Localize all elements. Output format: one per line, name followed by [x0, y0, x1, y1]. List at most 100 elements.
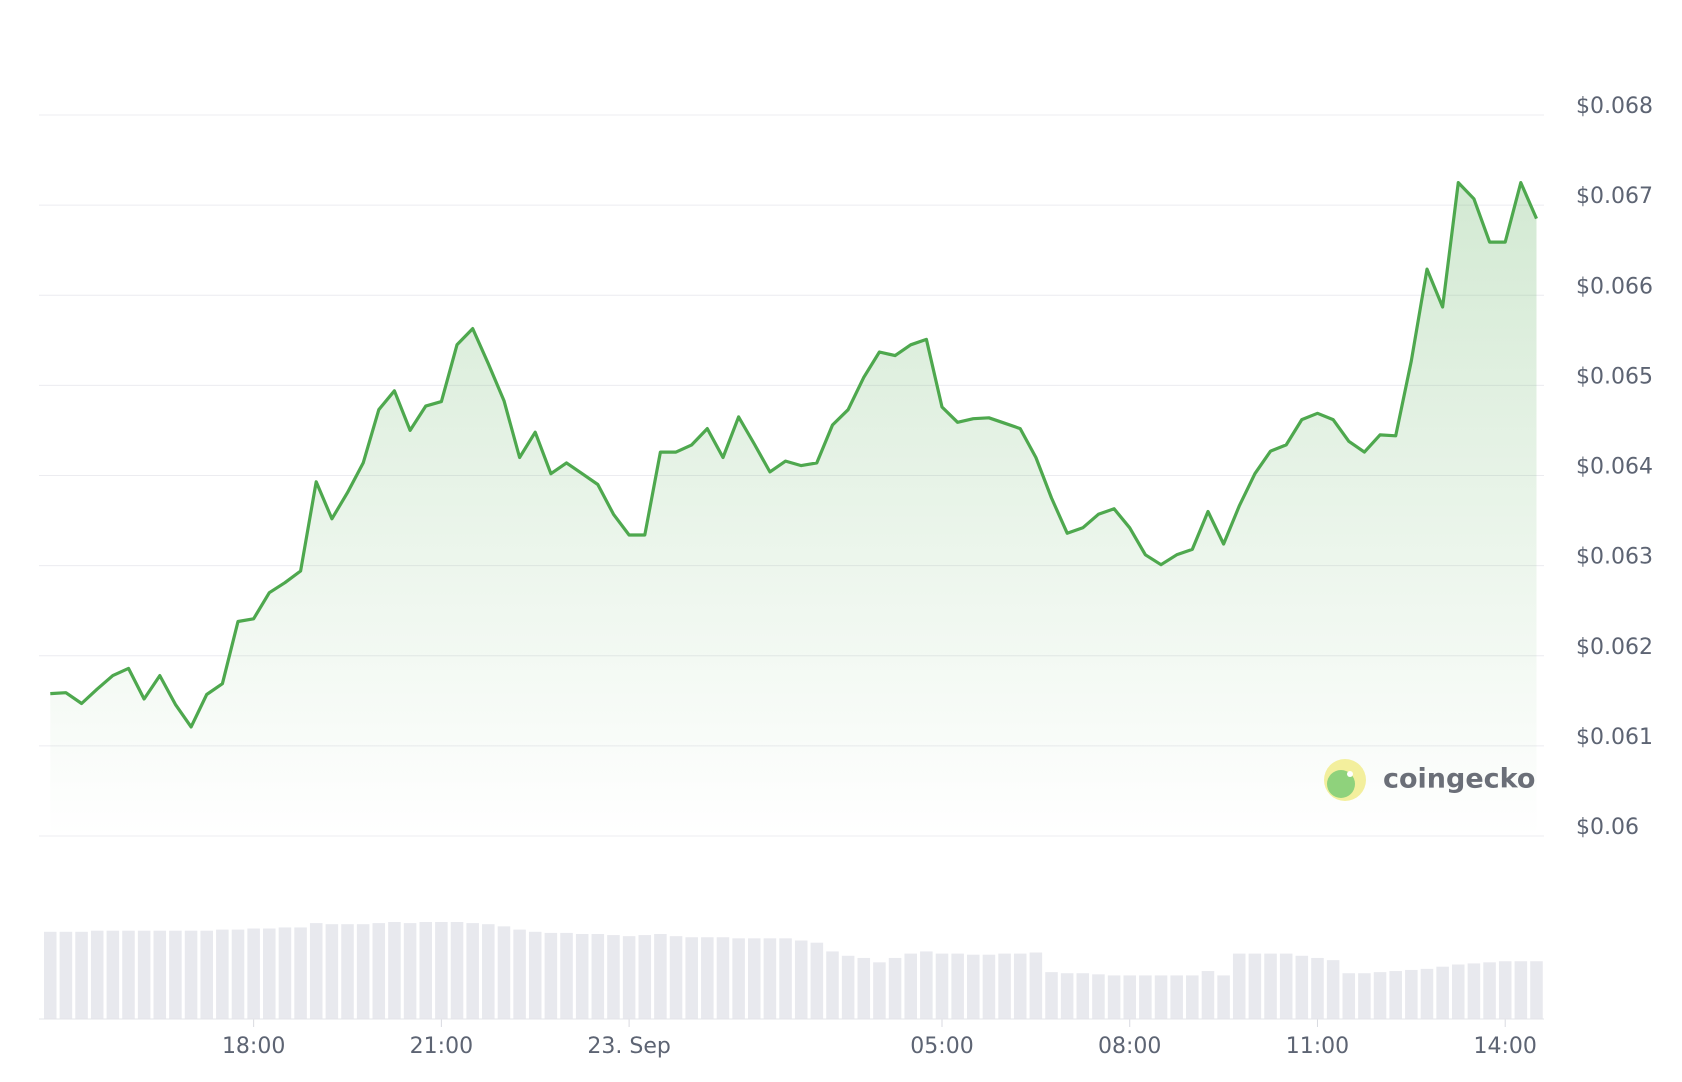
volume-bar [43, 931, 57, 1019]
volume-bar [607, 935, 620, 1019]
volume-bar [591, 933, 605, 1019]
volume-bar [622, 936, 636, 1019]
volume-bar [654, 933, 667, 1019]
y-tick-label: $0.063 [1576, 545, 1653, 570]
volume-bar [794, 940, 808, 1019]
volume-bar [575, 933, 589, 1019]
volume-bar [1107, 975, 1121, 1019]
volume-bar [544, 932, 558, 1019]
volume-bar [747, 938, 761, 1019]
volume-bar [1530, 961, 1543, 1019]
y-tick-label: $0.06 [1576, 815, 1639, 840]
volume-bar [967, 954, 980, 1019]
volume-bar [888, 957, 902, 1019]
volume-bar [857, 957, 871, 1019]
volume-bar [1326, 960, 1340, 1019]
volume-bar [1483, 962, 1496, 1019]
volume-bar [826, 951, 839, 1019]
volume-bar [716, 937, 730, 1019]
volume-bar [982, 954, 996, 1019]
volume-bar [497, 926, 511, 1019]
volume-bar [200, 930, 213, 1019]
x-tick-label: 08:00 [1098, 1034, 1161, 1059]
volume-bar [388, 922, 401, 1019]
price-line [50, 181, 1538, 729]
x-tick-label: 11:00 [1286, 1034, 1349, 1059]
volume-bar [294, 927, 307, 1019]
volume-bar [1170, 975, 1183, 1019]
volume-bar [450, 922, 464, 1019]
y-tick-label: $0.068 [1576, 94, 1653, 119]
volume-bar [1092, 974, 1105, 1019]
watermark-text: coingecko [1383, 764, 1535, 795]
volume-bar [810, 942, 824, 1019]
y-tick-label: $0.061 [1576, 725, 1653, 750]
volume-bar [1217, 975, 1230, 1019]
volume-bar [216, 929, 229, 1019]
volume-bar [1045, 972, 1058, 1019]
volume-bar [920, 951, 933, 1019]
volume-bar [1389, 971, 1402, 1019]
volume-bar [1123, 975, 1137, 1019]
x-tick-label: 21:00 [410, 1034, 473, 1059]
volume-bar [998, 953, 1011, 1019]
volume-bar [841, 955, 855, 1019]
volume-bar [1436, 966, 1449, 1019]
y-tick-label: $0.065 [1576, 364, 1653, 389]
volume-bar [403, 923, 417, 1019]
volume-bar [560, 932, 573, 1019]
volume-bar [904, 953, 917, 1019]
volume-bar [1154, 975, 1168, 1019]
volume-bar [372, 923, 386, 1019]
volume-bar [1279, 953, 1293, 1019]
volume-bar [1405, 969, 1418, 1019]
volume-bar [1201, 971, 1215, 1019]
volume-bar [1373, 972, 1387, 1019]
volume-bar [1029, 952, 1043, 1019]
x-tick-label: 14:00 [1473, 1034, 1536, 1059]
volume-bar [513, 929, 526, 1019]
volume-bar [1139, 975, 1152, 1019]
volume-bar [685, 937, 698, 1019]
volume-bar [231, 929, 245, 1019]
volume-bar [184, 930, 198, 1019]
volume-bar [75, 931, 88, 1019]
volume-bar [1342, 973, 1356, 1019]
y-tick-label: $0.062 [1576, 635, 1653, 660]
volume-bar [435, 922, 448, 1019]
volume-bar [153, 930, 167, 1019]
watermark: coingecko [1324, 759, 1535, 801]
volume-bar [263, 928, 276, 1019]
volume-bar [528, 931, 542, 1019]
plot: $0.06 $0.061 $0.062 $0.063 $0.064 $0.065 $0.06… [39, 94, 1653, 1059]
volume-bar [669, 936, 683, 1019]
volume-bar [1514, 961, 1528, 1019]
volume-bar [732, 938, 745, 1019]
volume-bar [341, 924, 354, 1019]
volume-bar [1248, 953, 1262, 1019]
volume-bar [1076, 973, 1090, 1019]
volume-bar [90, 930, 104, 1019]
volume-bar [1186, 975, 1199, 1019]
volume-bar [169, 930, 182, 1019]
volume-bar [137, 930, 151, 1019]
volume-bar [951, 953, 964, 1019]
volume-bar [466, 923, 479, 1019]
y-tick-label: $0.066 [1576, 274, 1653, 299]
volume-bar [247, 928, 260, 1019]
volume-bar [1264, 953, 1277, 1019]
volume-bar [59, 931, 73, 1019]
x-tick-label: 23. Sep [587, 1034, 670, 1059]
volume-bar [763, 938, 777, 1019]
volume-bar [1311, 957, 1324, 1019]
volume-bar [1467, 963, 1481, 1019]
volume-bar [1451, 964, 1465, 1019]
logo-eye [1347, 771, 1353, 777]
volume-bar [1232, 953, 1246, 1019]
volume-bar [1295, 955, 1309, 1019]
volume-bar [1013, 953, 1027, 1019]
x-tick-label: 05:00 [910, 1034, 973, 1059]
volume-bar [325, 924, 339, 1019]
volume-bar [873, 962, 886, 1019]
volume-bar [309, 923, 323, 1019]
